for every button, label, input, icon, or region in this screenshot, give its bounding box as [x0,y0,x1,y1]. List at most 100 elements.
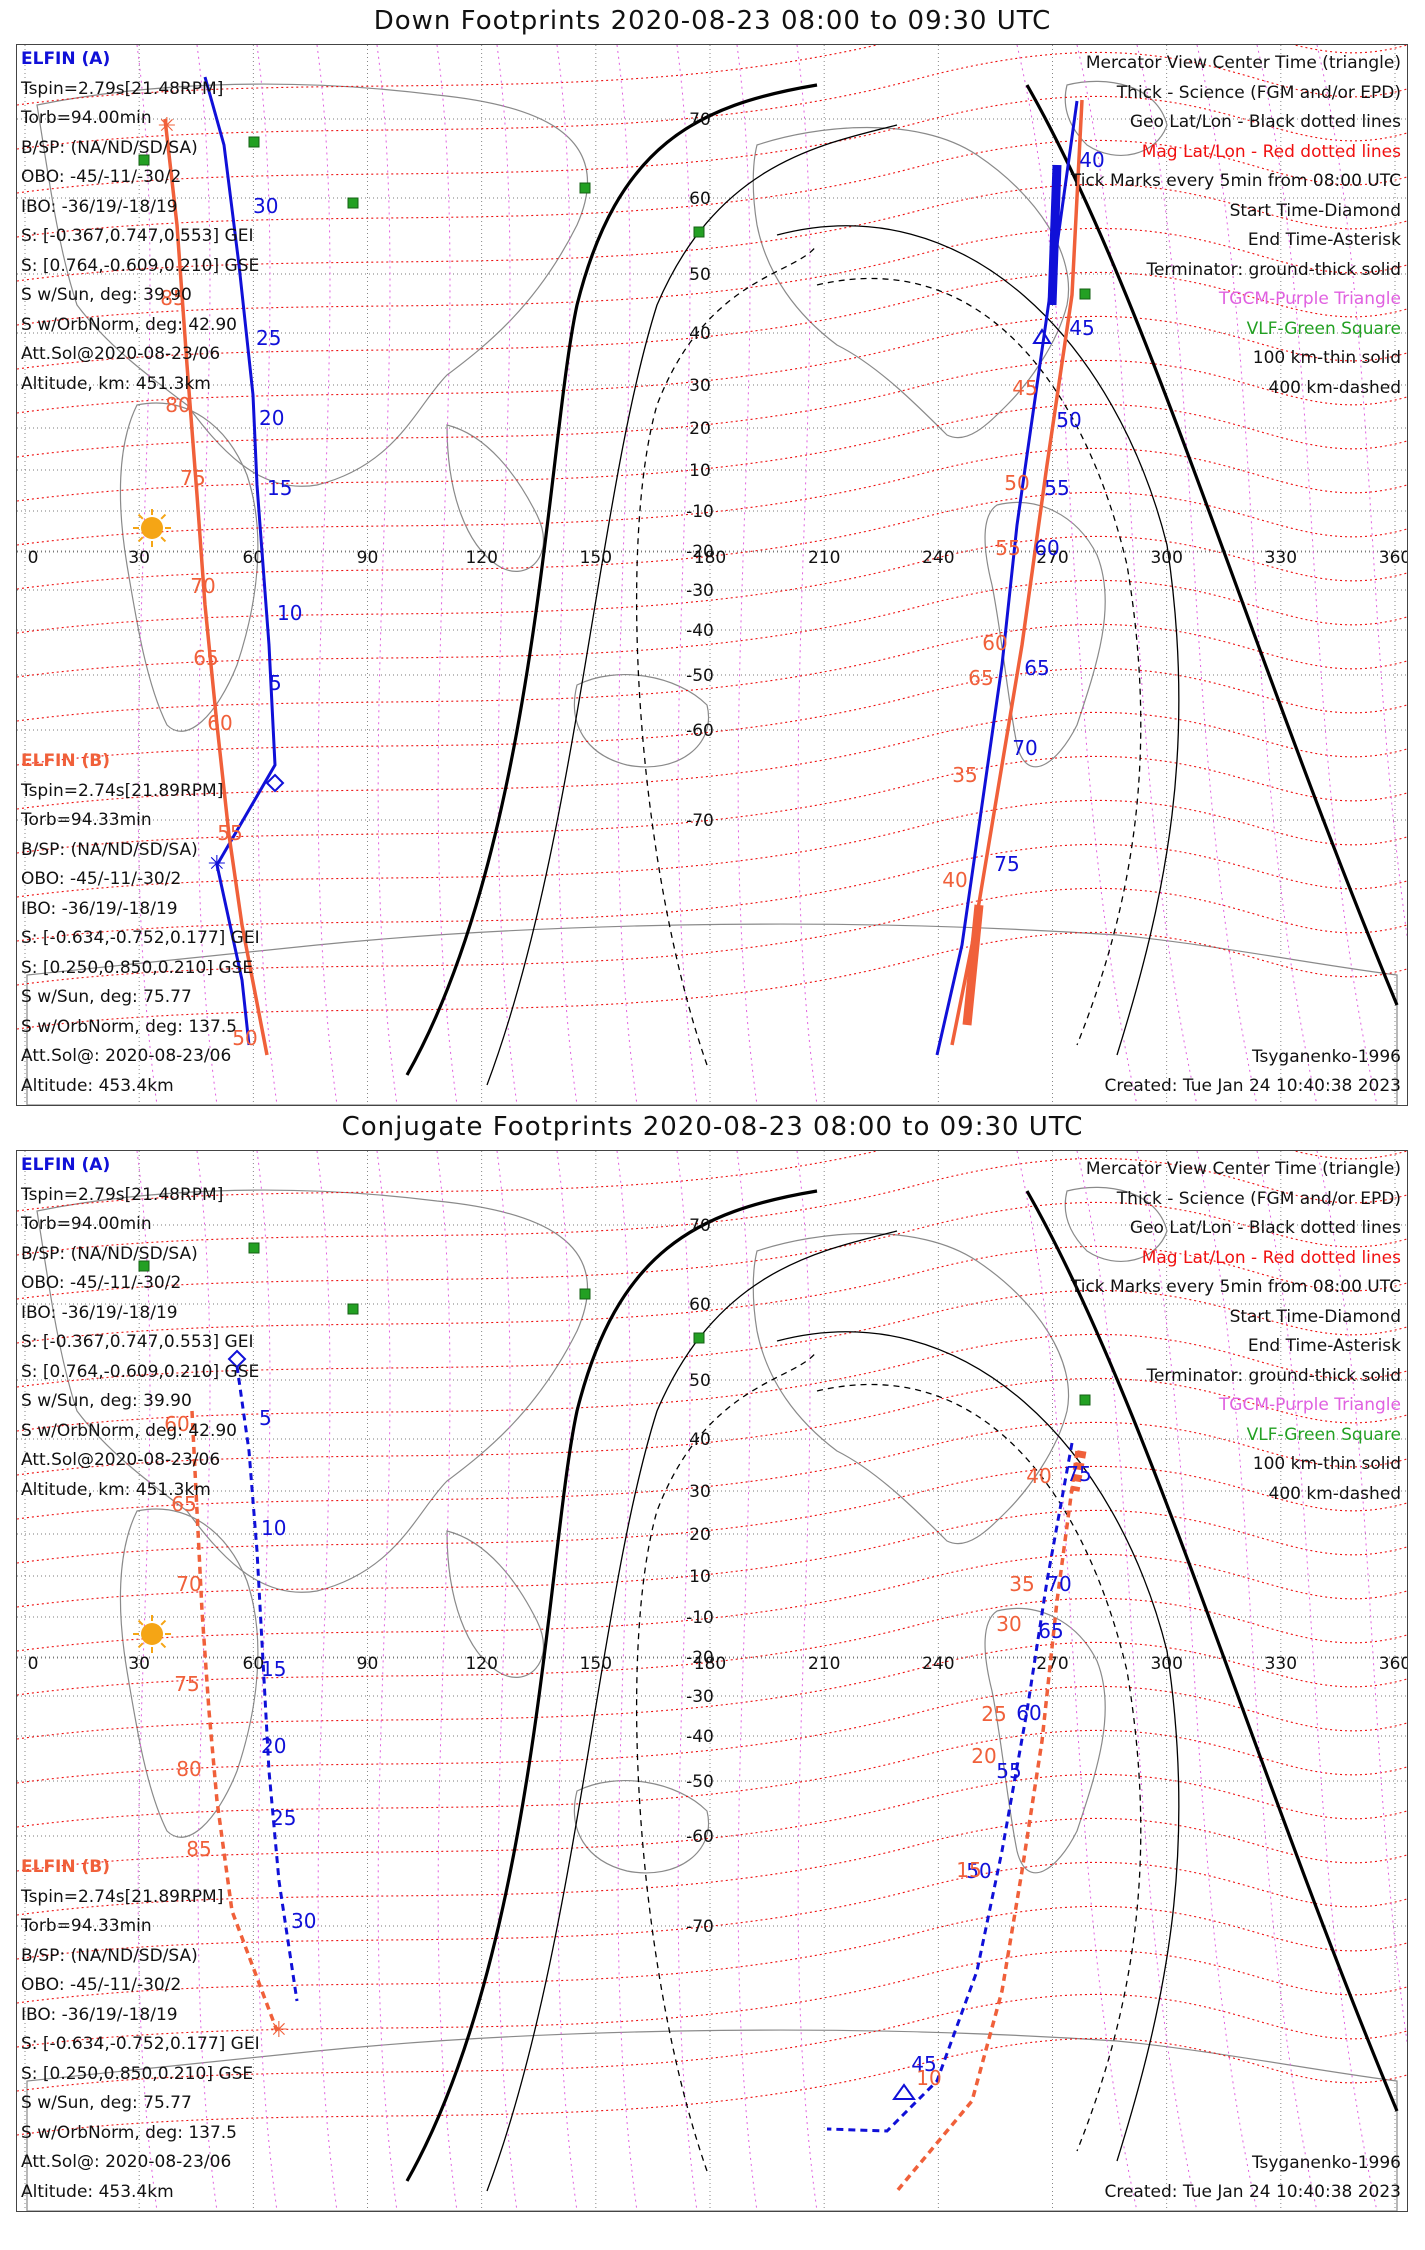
elfin-b-tick-label: 25 [981,1702,1006,1726]
elfin-a-tick-label: 55 [1044,476,1069,500]
elfin-a-tick-label: 50 [1056,408,1081,432]
terminator-400km-west [635,1350,818,2172]
elfin-b-tick-label: 50 [1004,471,1029,495]
elfin-b-orbnorm: S w/OrbNorm, deg: 137.5 [21,1016,238,1037]
elfin-b-tick-label: 60 [982,631,1007,655]
latitude-label: 30 [689,1482,711,1502]
sun-ray [137,513,144,520]
map-legend: Mercator View Center Time (triangle) Thi… [1071,49,1401,403]
legend-400km: 400 km-dashed [1268,377,1401,398]
mag-meridian-line [1136,45,1258,1105]
continent-shape-2 [446,1530,545,1678]
vlf-station-square [579,1288,591,1300]
continent-shape-1 [119,1508,259,1838]
elfin-a-tick-label: 25 [271,1806,296,1830]
elfin-a-tick-label: 70 [1012,736,1037,760]
mag-meridian-line [136,45,158,1105]
longitude-label: 330 [1265,548,1297,568]
longitude-label: 150 [580,548,612,568]
mag-meridian-line [496,1151,518,2211]
elfin-a-tick-label: 5 [269,671,282,695]
latitude-label: -10 [686,1608,714,1628]
elfin-b-tick-label: 40 [942,868,967,892]
elfin-a-ibo: IBO: -36/19/-18/19 [21,1302,178,1323]
latitude-label: -40 [686,1727,714,1747]
mag-meridian-line [136,1151,158,2211]
elfin-b-tick-label: 45 [1012,376,1037,400]
elfin-b-ibo: IBO: -36/19/-18/19 [21,2004,178,2025]
elfin-a-tick-label: 75 [1066,1462,1091,1486]
elfin-a-tick-label: 45 [911,2052,936,2076]
elfin-b-tick-label: 55 [217,821,242,845]
elfin-b-obo: OBO: -45/-11/-30/2 [21,1975,182,1995]
elfin-b-gse: S: [0.250,0.850,0.210] GSE [21,2063,254,2084]
elfin-a-tick-label: 45 [1069,316,1094,340]
longitude-label: 210 [808,548,840,568]
legend-tgcm: TGCM-Purple Triangle [1218,1395,1401,1415]
elfin-a-bsp: B/SP: (NA/ND/SD/SA) [21,1243,198,1264]
map-legend: Mercator View Center Time (triangle) Thi… [1071,1155,1401,1509]
latitude-label: -30 [686,581,714,601]
created-label: Created: Tue Jan 24 10:40:38 2023 [1104,1076,1401,1096]
continent-shape-5 [984,1607,1106,1874]
continent-outlines [26,80,1398,1105]
elfin-b-tick-label: 55 [995,536,1020,560]
mag-meridian-line [316,45,338,1105]
longitude-label: 90 [357,1654,379,1674]
vlf-station-square [1079,1394,1091,1406]
elfin-a-tick-label: 65 [1038,1619,1063,1643]
elfin-b-info: ELFIN (B) Tspin=2.74s[21.89RPM] Torb=94.… [21,747,260,1101]
longitude-label: 60 [243,1654,265,1674]
elfin-b-tick-label: 65 [171,1492,196,1516]
elfin-a-tick-label: 10 [277,601,302,625]
mag-meridians [136,1151,1407,2211]
sun-ray [137,1619,144,1626]
longitude-label: 240 [922,548,954,568]
vlf-station-square [248,1242,260,1254]
mag-meridian-line [796,45,818,1105]
conjugate-footprints-panel: 0 30 60 90 120 150 180 210 240 270 300 330 360 70 60 50… [16,1150,1408,2212]
vlf-station-square [693,226,705,238]
longitude-label: 210 [808,1654,840,1674]
longitude-label: 30 [128,548,150,568]
continent-shape-4 [752,126,1069,439]
mag-meridian-line [1016,45,1138,1105]
longitude-label: 330 [1265,1654,1297,1674]
elfin-a-bsp: B/SP: (NA/ND/SD/SA) [21,137,198,158]
elfin-a-center-triangle [1032,328,1052,344]
elfin-b-tick-label: 35 [1009,1572,1034,1596]
mag-meridians [136,45,1407,1105]
latitude-label: -70 [686,1917,714,1937]
terminator-lines [405,1189,1399,2192]
latitude-label: -50 [686,666,714,686]
terminator-ground-east [1025,1190,1399,2112]
legend-100km: 100 km-thin solid [1252,348,1401,368]
longitude-label: 150 [580,1654,612,1674]
elfin-a-attsol: Att.Sol@2020-08-23/06 [21,1450,221,1470]
elfin-a-tick-label: 30 [291,1909,316,1933]
elfin-b-tick-label: 15 [956,1858,981,1882]
latitude-label: -40 [686,621,714,641]
latitude-label: 60 [689,189,711,209]
terminator-100km-west [486,1230,898,2192]
mag-meridian-line [556,1151,578,2211]
elfin-a-obo: OBO: -45/-11/-30/2 [21,167,182,187]
longitude-label: 270 [1036,1654,1068,1674]
elfin-a-track-west [235,1365,299,2002]
continent-shape-6 [1064,80,1168,156]
elfin-b-tick-label: 30 [996,1612,1021,1636]
terminator-400km-west [635,244,818,1066]
sun-ray [160,1619,167,1626]
longitude-label: 60 [243,548,265,568]
latitude-label: -20 [686,1648,714,1668]
elfin-a-orbnorm: S w/OrbNorm, deg: 42.90 [21,1420,238,1441]
elfin-a-gse: S: [0.764,-0.609,0.210] GSE [21,255,260,276]
elfin-a-center-triangle [892,2083,916,2100]
created-label: Created: Tue Jan 24 10:40:38 2023 [1104,2182,1401,2202]
elfin-a-tick-label: 60 [1034,536,1059,560]
legend-mag: Mag Lat/Lon - Red dotted lines [1141,1247,1401,1268]
elfin-a-info: ELFIN (A) Tspin=2.79s[21.48RPM] Torb=94.… [21,45,259,399]
latitude-label: 20 [689,1525,711,1545]
legend-geo: Geo Lat/Lon - Black dotted lines [1129,112,1401,132]
elfin-a-gei: S: [-0.367,0.747,0.553] GEI [21,1332,254,1352]
